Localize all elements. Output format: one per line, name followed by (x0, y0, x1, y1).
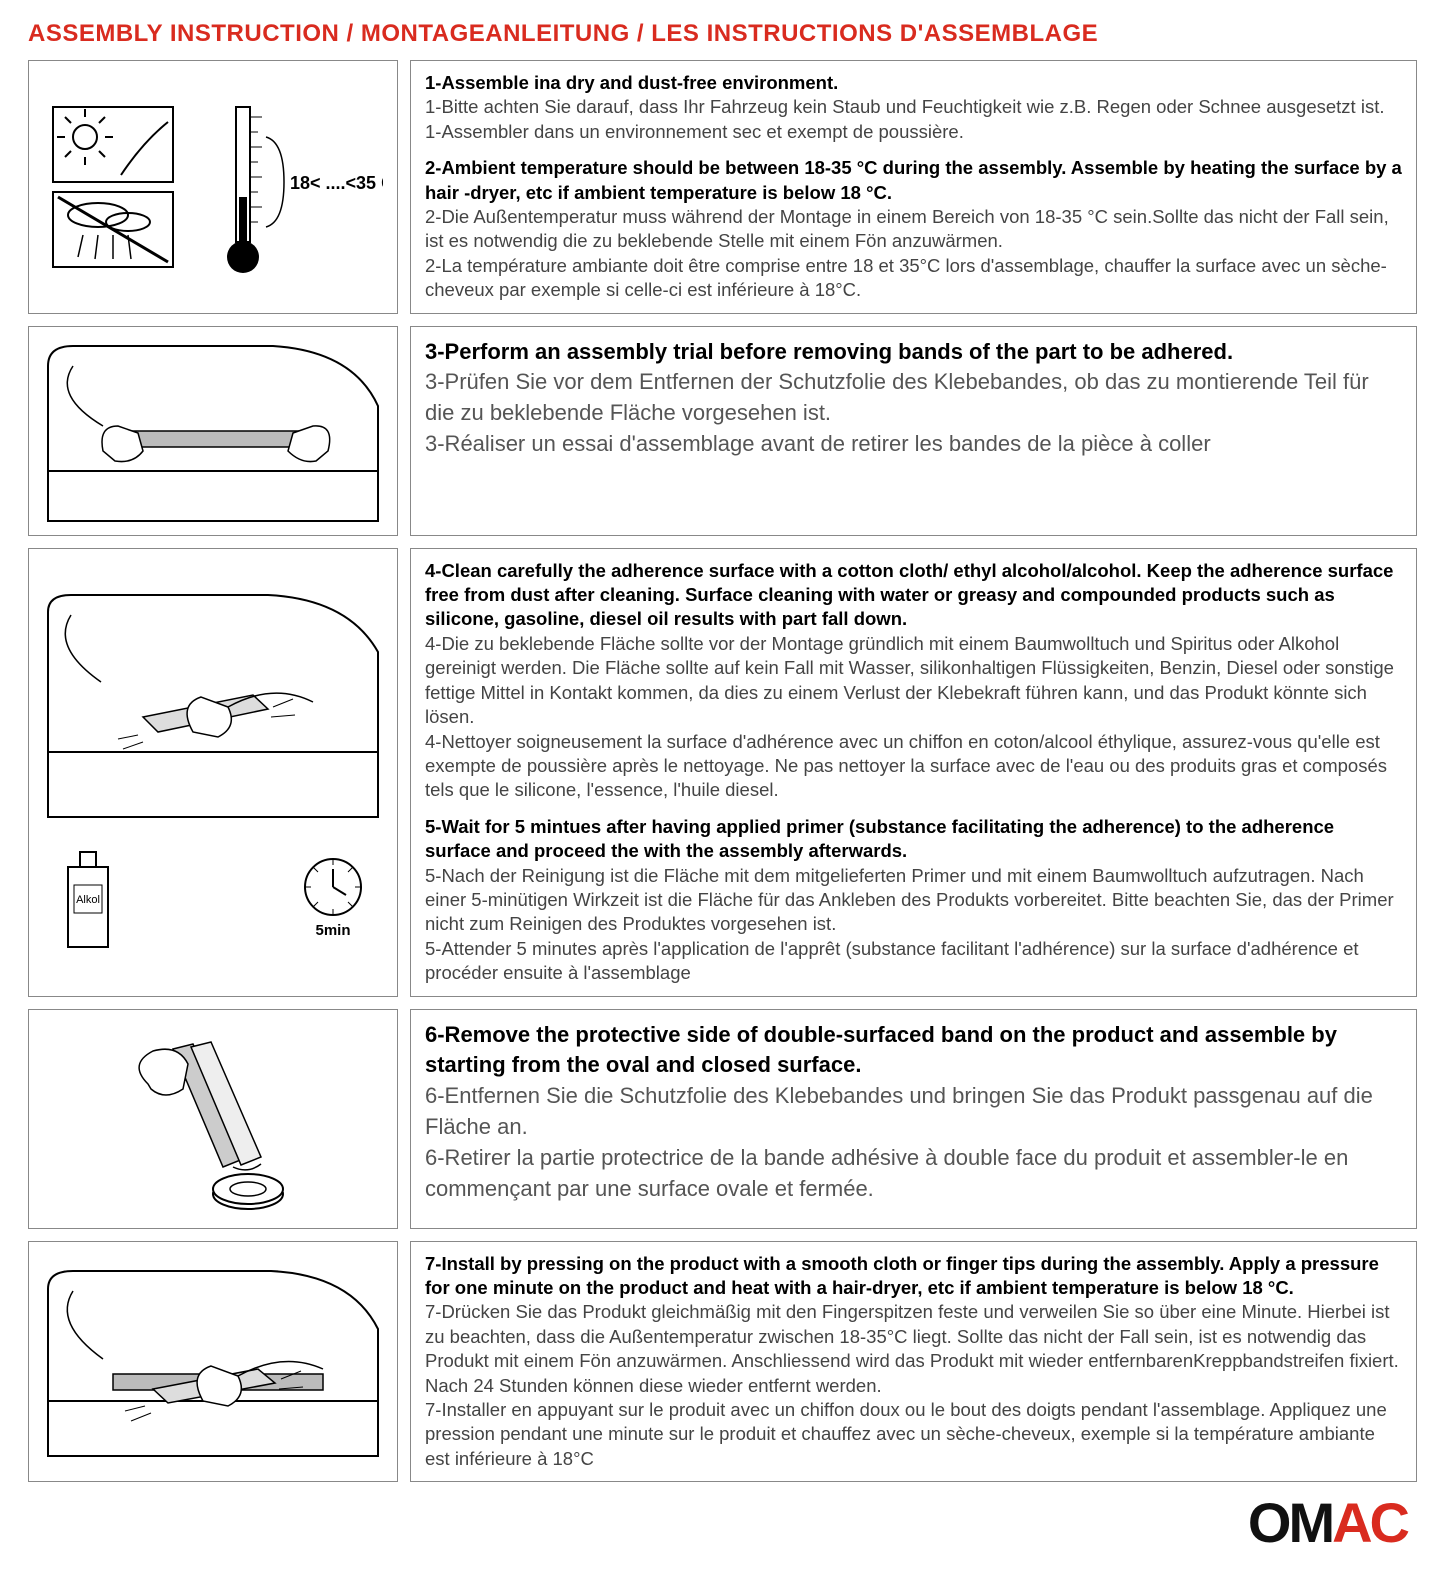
svg-text:5min: 5min (315, 922, 350, 939)
svg-text:Alkol: Alkol (76, 894, 100, 906)
illustration-temperature: 18< ....<35 C (28, 60, 398, 314)
instruction-text: 7-Install by pressing on the product wit… (410, 1241, 1417, 1483)
brand-logo: OMAC (28, 1490, 1417, 1555)
illustration-trial (28, 326, 398, 536)
instruction-row: 3-Perform an assembly trial before remov… (28, 326, 1417, 536)
instruction-row: 18< ....<35 C 1-Assemble ina dry and dus… (28, 60, 1417, 314)
instruction-row: 7-Install by pressing on the product wit… (28, 1241, 1417, 1483)
instruction-row: Alkol 5min 4-Clean carefully the adheren… (28, 548, 1417, 997)
illustration-clean: Alkol 5min (28, 548, 398, 997)
illustration-peel (28, 1009, 398, 1229)
instruction-text: 1-Assemble ina dry and dust-free environ… (410, 60, 1417, 314)
svg-text:18< ....<35 C: 18< ....<35 C (290, 173, 383, 193)
instruction-row: 6-Remove the protective side of double-s… (28, 1009, 1417, 1229)
instruction-text: 3-Perform an assembly trial before remov… (410, 326, 1417, 536)
instruction-text: 4-Clean carefully the adherence surface … (410, 548, 1417, 997)
page-title: ASSEMBLY INSTRUCTION / MONTAGEANLEITUNG … (28, 20, 1417, 48)
instruction-text: 6-Remove the protective side of double-s… (410, 1009, 1417, 1229)
illustration-press (28, 1241, 398, 1483)
